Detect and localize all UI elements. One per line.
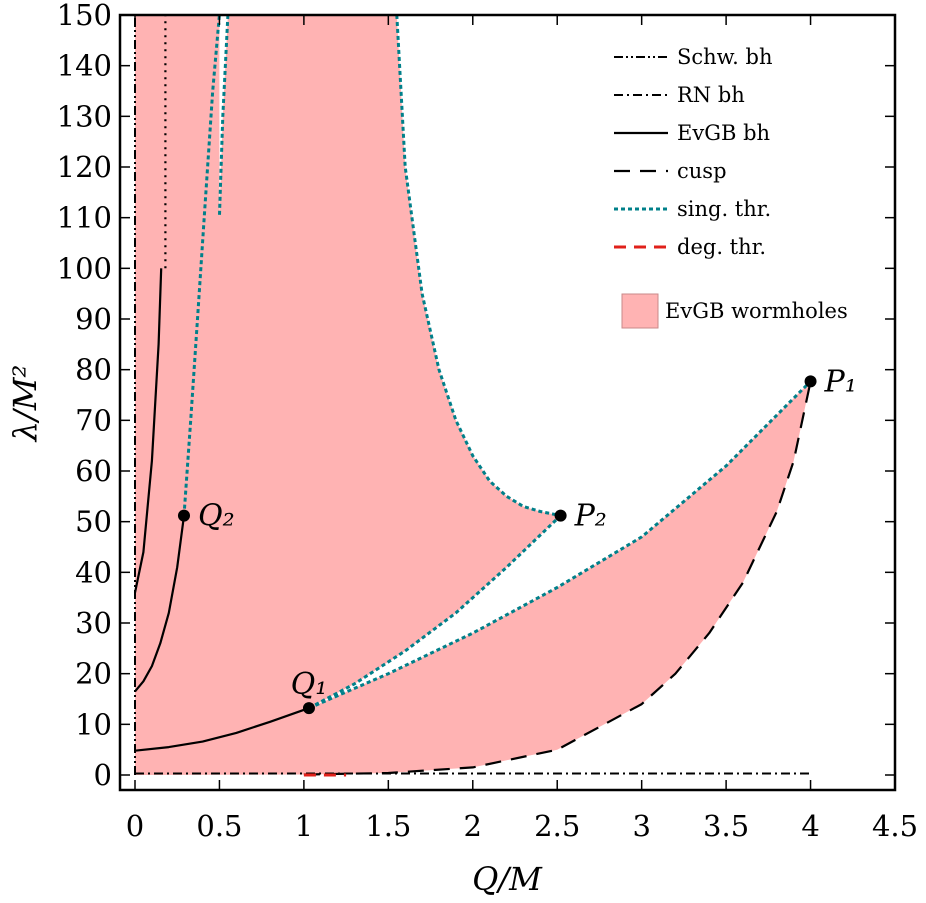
x-tick-label: 2.5 — [534, 809, 580, 843]
y-tick-label: 20 — [75, 657, 112, 691]
y-tick-label: 40 — [75, 555, 112, 589]
point-label-p2: P₂ — [574, 499, 607, 534]
plot-frame — [118, 13, 897, 792]
x-tick-label: 0 — [126, 809, 144, 843]
x-tick-label: 3 — [632, 809, 650, 843]
legend-label: EvGB bh — [677, 121, 770, 145]
y-tick-label: 10 — [75, 707, 112, 741]
legend-label: RN bh — [677, 83, 745, 107]
y-tick-label: 140 — [57, 49, 112, 83]
x-tick-label: 4.5 — [872, 809, 918, 843]
legend-label: sing. thr. — [677, 197, 771, 221]
legend-label: cusp — [677, 159, 727, 183]
series-line-sing-thr--8 — [308, 380, 812, 710]
x-tick-label: 2 — [464, 809, 482, 843]
point-q1 — [302, 702, 315, 715]
series-line-sing-thr--9 — [308, 514, 562, 710]
y-tick-label: 50 — [75, 505, 112, 539]
legend: Schw. bh RN bh EvGB bh cusp sing. thr. deg. t… — [614, 45, 848, 329]
point-p1 — [804, 375, 817, 388]
y-tick-label: 110 — [57, 201, 112, 235]
x-axis-label: Q/M — [472, 860, 543, 898]
series-line-evgb-bh-3 — [133, 268, 163, 593]
tick-layer: 0 0.5 1 1.5 2 2.5 3 3.5 4 4.5 0 10 20 30 40 50 60 70 80 90 1… — [57, 0, 918, 843]
y-tick-label: 30 — [75, 606, 112, 640]
x-tick-label: 3.5 — [703, 809, 749, 843]
x-tick-label: 1.5 — [365, 809, 411, 843]
y-tick-label: 120 — [57, 150, 112, 184]
legend-swatch-wormholes — [621, 293, 659, 329]
point-label-q1: Q₁ — [291, 667, 328, 702]
series-line-sing-thr--10 — [182, 15, 221, 516]
y-tick-label: 150 — [57, 0, 112, 32]
x-tick-label: 0.5 — [196, 809, 242, 843]
wormhole-region-layer — [135, 15, 811, 775]
y-tick-label: 80 — [75, 353, 112, 387]
series-layer — [133, 15, 812, 777]
y-tick-label: 90 — [75, 302, 112, 336]
y-axis-label: λ/M² — [6, 365, 44, 444]
point-p2 — [554, 509, 567, 522]
series-line-sing-thr--12 — [395, 15, 561, 518]
x-tick-label: 4 — [801, 809, 819, 843]
y-tick-label: 130 — [57, 99, 112, 133]
y-tick-label: 100 — [57, 251, 112, 285]
series-line-cusp-6 — [303, 381, 812, 776]
legend-label: deg. thr. — [677, 235, 766, 259]
series-line-evgb-bh-5 — [134, 707, 310, 752]
series-line-sing-thr--11 — [217, 15, 230, 218]
x-tick-label: 1 — [295, 809, 313, 843]
points-layer: P₁ P₂ Q₁ Q₂ — [177, 364, 857, 715]
y-tick-label: 70 — [75, 403, 112, 437]
y-tick-label: 0 — [94, 758, 112, 792]
point-label-q2: Q₂ — [198, 499, 235, 534]
y-tick-label: 60 — [75, 454, 112, 488]
point-q2 — [177, 509, 190, 522]
series-line-evgb-bh-4 — [134, 515, 186, 693]
legend-label: EvGB wormholes — [665, 299, 848, 323]
wormhole-region — [135, 15, 811, 775]
point-label-p1: P₁ — [824, 364, 857, 399]
legend-label: Schw. bh — [677, 45, 772, 69]
